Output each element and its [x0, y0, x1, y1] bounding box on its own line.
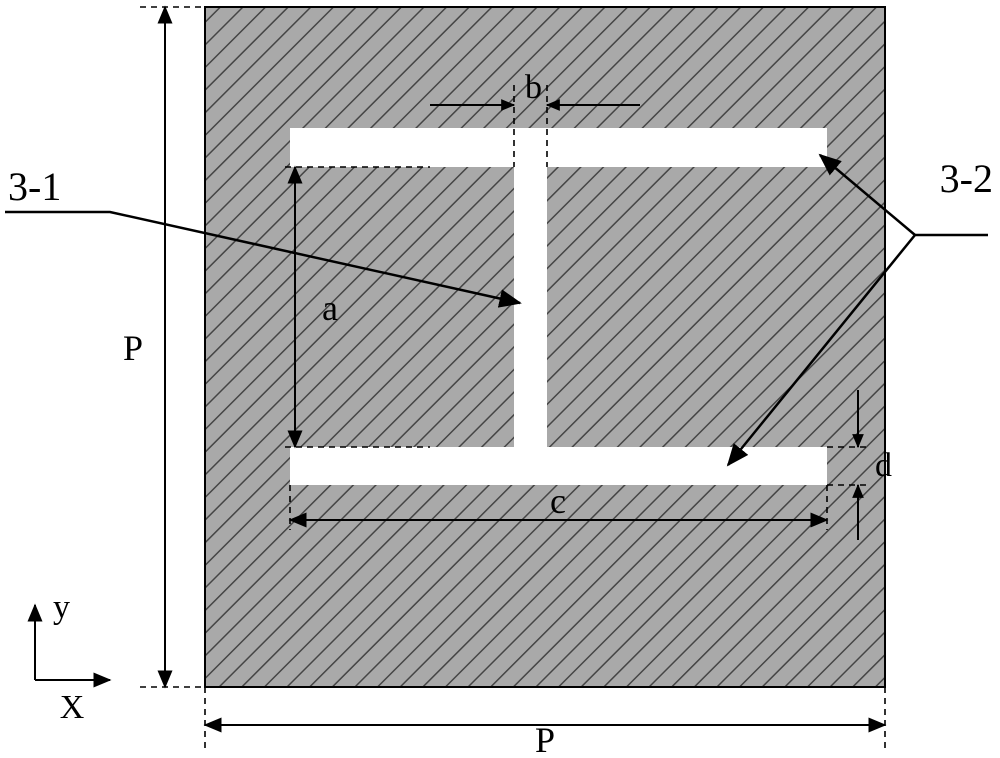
- callout-label-3-1: 3-1: [8, 164, 61, 209]
- diagram-svg: P P a b c d 3-1 3-2 X y: [0, 0, 1000, 758]
- label-a: a: [322, 288, 338, 328]
- axis-y-label: y: [53, 589, 70, 626]
- label-P-vert: P: [123, 328, 143, 368]
- label-c: c: [550, 481, 566, 521]
- callout-label-3-2: 3-2: [940, 156, 993, 201]
- coordinate-axes: [35, 605, 110, 680]
- label-b: b: [525, 69, 542, 106]
- axis-x-label: X: [60, 689, 85, 726]
- label-P-horiz: P: [535, 720, 555, 758]
- label-d: d: [875, 447, 892, 484]
- diagram-canvas: P P a b c d 3-1 3-2 X y: [0, 0, 1000, 758]
